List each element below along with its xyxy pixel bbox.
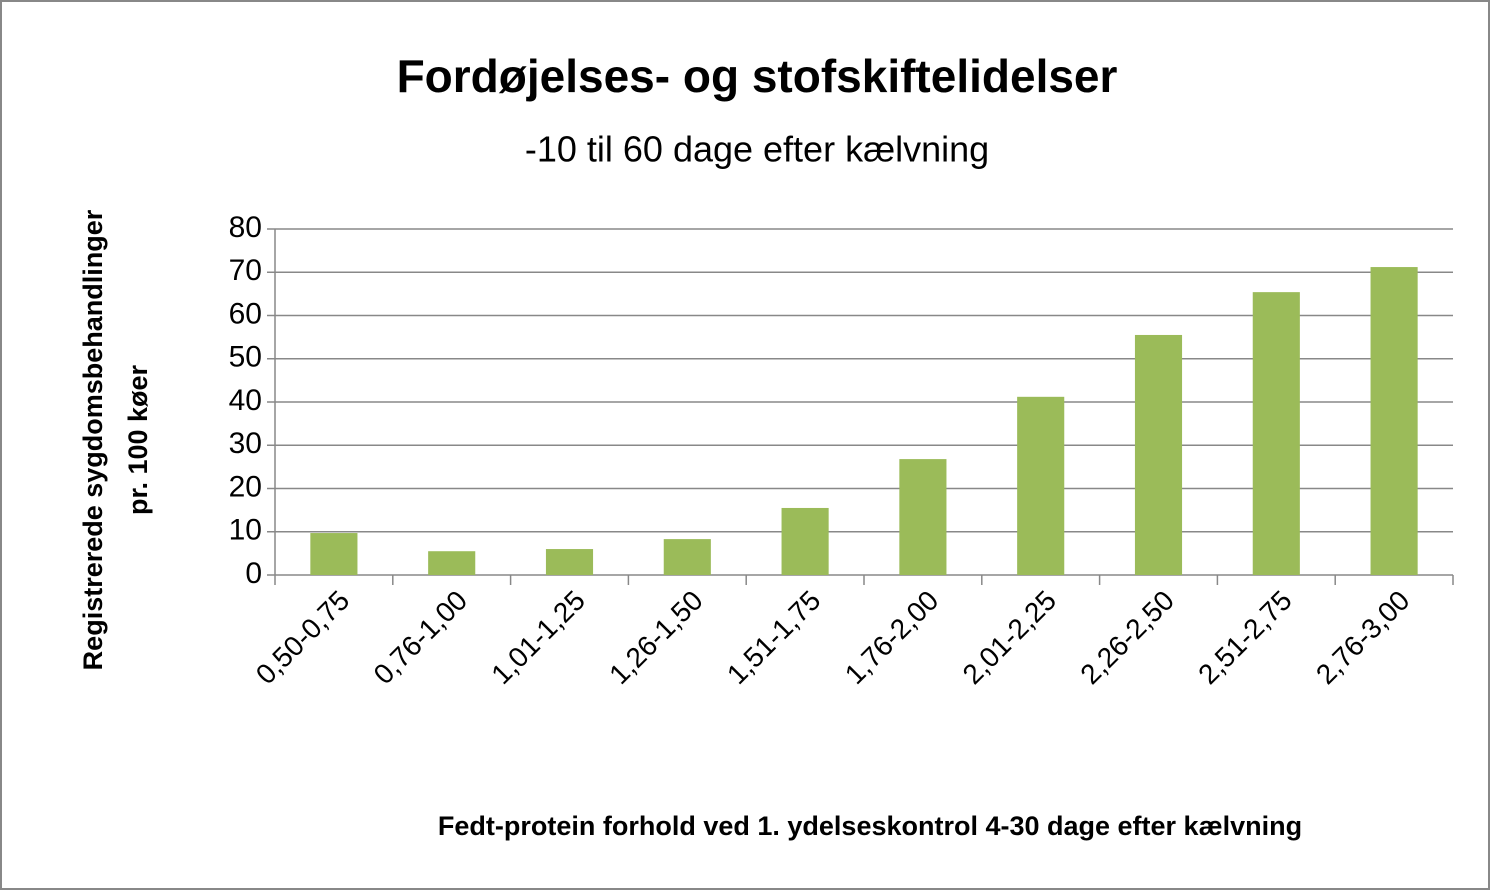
chart-subtitle: -10 til 60 dage efter kælvning (525, 129, 989, 170)
y-tick-label: 50 (229, 341, 262, 374)
bar (428, 551, 476, 575)
y-axis-label: pr. 100 køer (123, 364, 153, 515)
y-tick-label: 30 (229, 427, 262, 460)
y-tick-label: 10 (229, 514, 262, 547)
y-axis-label: Registrerede sygdomsbehandlinger (78, 209, 108, 670)
y-tick-label: 60 (229, 297, 262, 330)
bar (1252, 292, 1300, 575)
y-tick-label: 40 (229, 384, 262, 417)
bar (899, 459, 947, 575)
bar (545, 549, 594, 575)
bar (1017, 396, 1065, 575)
y-tick-label: 20 (229, 470, 262, 503)
y-tick-label: 80 (229, 211, 262, 244)
bar (663, 539, 711, 575)
chart-title: Fordøjelses- og stofskiftelidelser (397, 50, 1118, 102)
bar (310, 533, 358, 575)
y-tick-label: 0 (245, 557, 262, 590)
bar (1134, 334, 1183, 575)
bar (781, 507, 829, 575)
x-axis-label: Fedt-protein forhold ved 1. ydelseskontr… (438, 811, 1302, 841)
bar (1370, 267, 1418, 575)
y-tick-label: 70 (229, 254, 262, 287)
